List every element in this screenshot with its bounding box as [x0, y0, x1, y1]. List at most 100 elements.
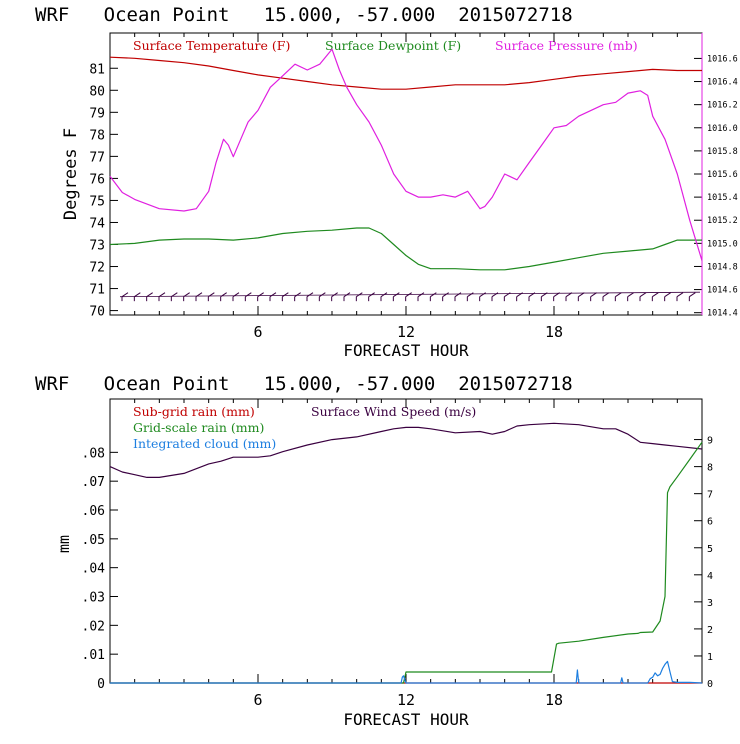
- wind-barb: [442, 292, 449, 302]
- wind-barb: [577, 292, 585, 302]
- p2-xtick-label: 6: [253, 691, 262, 709]
- wind-barb: [220, 292, 227, 302]
- p2-ytick-label: .02: [82, 619, 105, 634]
- p1-y2tick-label: 1015.4: [707, 193, 738, 203]
- p2-y2tick-label: 4: [707, 571, 713, 582]
- wind-barb: [281, 292, 289, 302]
- p1-ytick-label: 80: [89, 84, 105, 99]
- legend-grid-scale-rain: Grid-scale rain (mm): [133, 420, 264, 435]
- wind-barb: [651, 292, 659, 302]
- surface-pressure-line: [109, 48, 703, 261]
- p1-y2tick-label: 1016.2: [707, 101, 738, 111]
- p1-y2tick-label: 1016.6: [707, 54, 738, 64]
- legend-surface-dewpoint: Surface Dewpoint (F): [325, 38, 461, 53]
- p1-ytick-label: 78: [89, 128, 105, 143]
- legend-subgrid-rain: Sub-grid rain (mm): [133, 404, 255, 419]
- wind-barb: [528, 292, 536, 302]
- p1-xtick-label: 18: [545, 323, 563, 341]
- wind-barb: [368, 292, 375, 302]
- p1-xtick-label: 6: [253, 323, 262, 341]
- wind-barb: [294, 292, 301, 302]
- wind-barb: [590, 292, 597, 302]
- p1-ytick-label: 70: [89, 305, 105, 320]
- integrated-cloud-line: [110, 660, 703, 684]
- wind-barb: [146, 292, 153, 302]
- panel-1-ylabel: Degrees F: [61, 128, 81, 220]
- legend-surface-temperature: Surface Temperature (F): [133, 38, 290, 53]
- p2-y2tick-label: 5: [707, 544, 713, 555]
- wind-barb: [158, 292, 166, 302]
- wind-barb: [269, 292, 277, 302]
- wind-barb: [429, 292, 437, 302]
- p1-ytick-label: 76: [89, 172, 105, 187]
- p1-y2tick-label: 1015.2: [707, 216, 738, 226]
- p2-ytick-label: .03: [82, 591, 105, 606]
- p2-y2tick-label: 9: [707, 436, 713, 447]
- wind-barb: [121, 292, 129, 302]
- wind-barb: [183, 292, 190, 302]
- wind-barb: [479, 292, 486, 302]
- p1-y2tick-label: 1015.8: [707, 147, 738, 157]
- surface-temperature-line: [109, 56, 702, 90]
- wind-barb: [257, 292, 264, 302]
- p1-y2tick-label: 1015.6: [707, 170, 738, 180]
- surface-dewpoint-line: [109, 227, 702, 271]
- p2-y2tick-label: 3: [707, 598, 713, 609]
- p2-y2tick-label: 8: [707, 463, 713, 474]
- p1-y2tick-label: 1014.4: [707, 309, 738, 319]
- panel-1-frame: [109, 32, 703, 316]
- legend-surface-pressure: Surface Pressure (mb): [495, 38, 638, 53]
- wind-barb: [207, 292, 215, 302]
- wind-barb: [318, 292, 326, 302]
- p1-ytick-label: 79: [89, 106, 105, 121]
- p2-y2tick-label: 0: [707, 679, 713, 690]
- wind-barb: [639, 292, 647, 302]
- wind-barb: [688, 292, 696, 302]
- grid-scale-rain-line: [110, 441, 703, 684]
- panel-2-title: WRF Ocean Point 15.000, -57.000 20150727…: [35, 373, 573, 395]
- p2-ytick-label: .06: [82, 504, 105, 519]
- wind-barbs: [119, 291, 701, 302]
- wind-barb: [355, 292, 363, 302]
- wind-barb: [491, 292, 499, 302]
- wind-barb: [553, 292, 560, 302]
- wind-barb: [676, 292, 684, 302]
- panel-2-xlabel: FORECAST HOUR: [343, 710, 469, 729]
- p1-y2tick-label: 1015.0: [707, 239, 738, 249]
- panel-2-series: [109, 422, 703, 684]
- wind-barb: [133, 292, 141, 302]
- wind-barb: [343, 292, 351, 302]
- p1-xtick-label: 12: [397, 323, 415, 341]
- wind-barb: [380, 292, 388, 302]
- p1-y2tick-label: 1014.8: [707, 262, 738, 272]
- p2-ytick-label: 0: [97, 677, 105, 692]
- temperature-pressure-panel: WRF Ocean Point 15.000, -57.000 20150727…: [35, 4, 738, 360]
- wind-barb: [392, 292, 400, 302]
- p2-y2tick-label: 2: [707, 625, 713, 636]
- wind-barb: [627, 292, 634, 302]
- legend-integrated-cloud: Integrated cloud (mm): [133, 436, 276, 451]
- wind-barb: [244, 292, 252, 302]
- legend-surface-wind-speed: Surface Wind Speed (m/s): [311, 404, 476, 419]
- wind-barb: [195, 292, 203, 302]
- p2-y2tick-label: 7: [707, 490, 713, 501]
- p2-ytick-label: .04: [82, 562, 106, 577]
- p2-ytick-label: .08: [82, 446, 105, 461]
- p1-ytick-label: 81: [89, 62, 105, 77]
- panel-2-ylabel: mm: [55, 535, 73, 553]
- wind-barb: [664, 292, 671, 302]
- p2-xtick-label: 12: [397, 691, 415, 709]
- wind-barb: [170, 292, 178, 302]
- wind-barb: [602, 292, 610, 302]
- wind-barb: [306, 292, 314, 302]
- surface-wind-speed-line: [109, 422, 703, 478]
- p2-ytick-label: .01: [82, 648, 105, 663]
- p2-y2tick-label: 1: [707, 652, 713, 663]
- wind-barb: [454, 292, 462, 302]
- p2-xtick-label: 18: [545, 691, 563, 709]
- p2-ytick-label: .07: [82, 475, 105, 490]
- p1-ytick-label: 74: [89, 216, 105, 231]
- p1-ytick-label: 71: [89, 283, 105, 298]
- p2-ytick-label: .05: [82, 533, 105, 548]
